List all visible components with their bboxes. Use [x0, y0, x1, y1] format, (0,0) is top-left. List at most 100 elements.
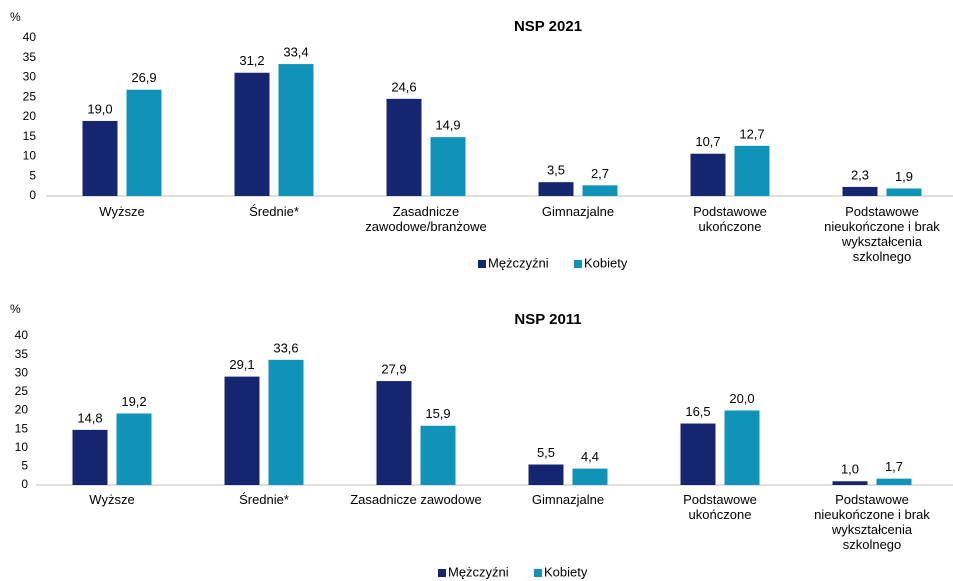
- legend-swatch: [438, 569, 446, 577]
- data-label: 15,9: [425, 406, 450, 421]
- bar: [734, 145, 770, 196]
- data-label: 12,7: [739, 126, 764, 141]
- x-tick-label: Wyższe: [99, 204, 145, 219]
- bar: [224, 376, 260, 485]
- x-tick-label: Średnie*: [249, 204, 299, 219]
- data-label: 16,5: [685, 404, 710, 419]
- bar: [832, 481, 868, 485]
- y-tick-label: 40: [15, 328, 29, 342]
- bar: [278, 64, 314, 196]
- bar: [420, 425, 456, 485]
- bar: [582, 185, 618, 196]
- bar: [126, 89, 162, 196]
- x-tick-label-box: Wyższe: [89, 492, 135, 507]
- y-tick-label: 40: [23, 30, 37, 44]
- bar: [842, 186, 878, 196]
- bar: [528, 464, 564, 485]
- y-tick-label: 30: [15, 365, 29, 379]
- x-tick-label: Podstawowe ukończone: [693, 204, 767, 234]
- x-tick-label: Wyższe: [89, 492, 135, 507]
- x-tick-label-box: Zasadnicze zawodowe/branżowe: [365, 204, 487, 234]
- bar: [876, 478, 912, 485]
- data-label: 20,0: [729, 391, 754, 406]
- data-label: 27,9: [381, 362, 406, 377]
- data-label: 24,6: [391, 79, 416, 94]
- legend-swatch: [574, 260, 582, 268]
- data-label: 2,3: [851, 167, 869, 182]
- y-tick-label: 35: [15, 347, 29, 361]
- x-tick-label: Podstawowe nieukończone i brak wykształc…: [824, 204, 940, 264]
- y-axis-label: %: [10, 302, 21, 316]
- data-label: 14,9: [435, 118, 460, 133]
- legend-label: Mężczyźni: [488, 255, 549, 270]
- data-label: 5,5: [537, 445, 555, 460]
- data-label: 1,0: [841, 462, 859, 477]
- legend-swatch: [478, 260, 486, 268]
- data-label: 4,4: [581, 449, 599, 464]
- y-tick-label: 25: [23, 89, 37, 103]
- y-tick-label: 0: [21, 477, 28, 491]
- x-tick-label: Podstawowe nieukończone i brak wykształc…: [814, 492, 930, 552]
- x-tick-label-box: Podstawowe ukończone: [693, 204, 767, 234]
- x-tick-label-box: Wyższe: [99, 204, 145, 219]
- y-tick-label: 20: [15, 403, 29, 417]
- bar: [116, 413, 152, 485]
- bar: [234, 72, 270, 196]
- bar: [680, 423, 716, 485]
- x-tick-label: Gimnazjalne: [531, 492, 605, 507]
- x-tick-label-box: Podstawowe ukończone: [683, 492, 757, 522]
- data-label: 19,0: [87, 101, 112, 116]
- data-label: 33,4: [283, 45, 308, 60]
- bar: [538, 182, 574, 196]
- y-tick-label: 35: [23, 50, 37, 64]
- x-tick-label-box: Zasadnicze zawodowe: [350, 492, 482, 507]
- y-axis-label: %: [10, 10, 21, 24]
- data-label: 2,7: [591, 166, 609, 181]
- data-label: 29,1: [229, 357, 254, 372]
- y-tick-label: 15: [23, 129, 37, 143]
- data-label: 14,8: [77, 410, 102, 425]
- x-tick-label: Zasadnicze zawodowe/branżowe: [365, 204, 487, 234]
- data-label: 10,7: [695, 134, 720, 149]
- data-label: 33,6: [273, 340, 298, 355]
- bar: [82, 120, 118, 196]
- legend-label: Kobiety: [584, 255, 628, 270]
- bar: [572, 468, 608, 485]
- x-tick-label: Zasadnicze zawodowe: [350, 492, 482, 507]
- data-label: 26,9: [131, 70, 156, 85]
- y-tick-label: 5: [29, 168, 36, 182]
- data-label: 1,9: [895, 169, 913, 184]
- x-tick-label-box: Gimnazjalne: [542, 204, 614, 219]
- bar: [376, 381, 412, 485]
- bar: [724, 410, 760, 485]
- x-tick-label-box: Średnie*: [239, 492, 289, 507]
- y-tick-label: 20: [23, 109, 37, 123]
- legend-label: Kobiety: [544, 564, 588, 579]
- data-label: 31,2: [239, 53, 264, 68]
- x-tick-label-box: Średnie*: [249, 204, 299, 219]
- x-tick-label-box: Podstawowe nieukończone i brak wykształc…: [824, 204, 940, 264]
- bar: [430, 137, 466, 196]
- data-label: 3,5: [547, 163, 565, 178]
- y-tick-label: 0: [29, 188, 36, 202]
- legend-label: Mężczyźni: [448, 564, 509, 579]
- y-tick-label: 30: [23, 70, 37, 84]
- legend-swatch: [534, 569, 542, 577]
- y-tick-label: 10: [15, 440, 29, 454]
- data-label: 1,7: [885, 459, 903, 474]
- x-tick-label: Średnie*: [239, 492, 289, 507]
- data-label: 19,2: [121, 394, 146, 409]
- y-tick-label: 5: [21, 459, 28, 473]
- bar: [690, 153, 726, 196]
- chart-title: NSP 2021: [514, 18, 582, 35]
- y-tick-label: 25: [15, 384, 29, 398]
- bar: [268, 359, 304, 485]
- x-tick-label-box: Gimnazjalne: [531, 492, 605, 507]
- chart-title: NSP 2011: [514, 311, 581, 328]
- y-tick-label: 15: [15, 421, 29, 435]
- x-tick-label: Podstawowe ukończone: [683, 492, 757, 522]
- bar: [72, 429, 108, 485]
- y-tick-label: 10: [23, 149, 37, 163]
